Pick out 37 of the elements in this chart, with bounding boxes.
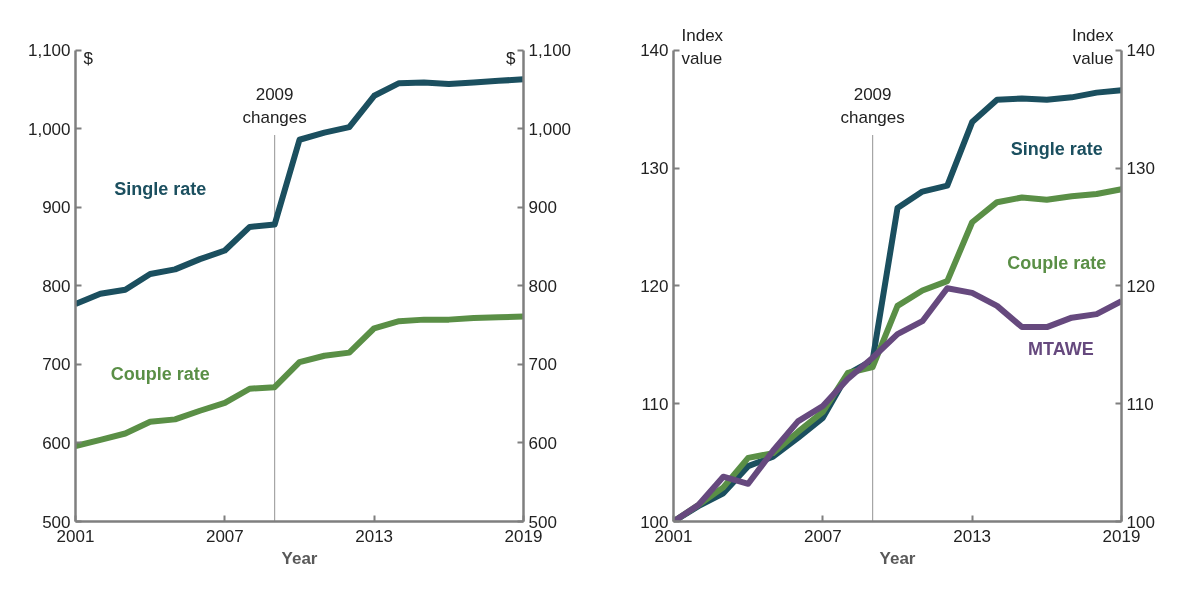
y-axis-title: Index value (681, 26, 724, 69)
y-tick-label: 110 (641, 394, 669, 414)
x-tick-label: 2007 (803, 526, 842, 546)
x-tick-label: 2007 (205, 526, 244, 546)
y2-tick-label: 900 (528, 198, 557, 218)
y2-tick-label: 1,000 (528, 119, 572, 139)
x-tick-label: 2013 (355, 526, 394, 546)
y-tick-label: 900 (42, 198, 71, 218)
text: Single rate (1010, 138, 1103, 159)
y2-tick-label: 700 (528, 355, 557, 375)
y-tick-label: 130 (640, 159, 669, 179)
y-tick-label: 700 (42, 355, 71, 375)
ref-line-label: 2009 changes (242, 85, 307, 128)
series-label: MTAWE (1028, 339, 1094, 360)
x-tick-label: 2013 (953, 526, 992, 546)
y2-axis-title: Index value (1071, 26, 1114, 69)
y-tick-label: 140 (640, 41, 669, 61)
y2-tick-label: 800 (528, 276, 557, 296)
y-tick-label: 120 (640, 276, 669, 296)
y-tick-label: 600 (42, 433, 71, 453)
y2-tick-label: 130 (1126, 159, 1155, 179)
y2-axis-title: $ (506, 49, 517, 69)
y2-tick-label: 140 (1126, 41, 1155, 61)
y2-tick-label: 1,100 (528, 41, 572, 61)
ref-line-label: 2009 changes (840, 85, 905, 128)
y-axis-title: $ (83, 49, 94, 69)
y-tick-label: 800 (42, 276, 71, 296)
y-tick-label: 1,100 (27, 41, 71, 61)
x-axis-title: Year (281, 548, 318, 568)
y2-tick-label: 600 (528, 433, 557, 453)
text: Couple rate (1007, 252, 1107, 273)
x-axis-title: Year (879, 548, 916, 568)
y2-tick-label: 110 (1126, 394, 1154, 414)
series-label: Couple rate (110, 363, 210, 384)
y-tick-label: 1,000 (27, 119, 71, 139)
text: Single rate (114, 179, 207, 200)
y2-tick-label: 120 (1126, 276, 1155, 296)
